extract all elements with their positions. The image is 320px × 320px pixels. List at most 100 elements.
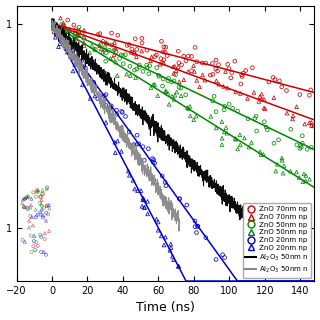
Point <box>189 68 194 73</box>
Point <box>44 204 49 209</box>
Point <box>113 45 118 51</box>
Point <box>165 78 171 84</box>
Point <box>224 131 229 136</box>
Point <box>51 18 56 23</box>
Point <box>300 140 305 146</box>
Point <box>132 187 137 192</box>
Point <box>222 255 227 260</box>
Point <box>297 175 302 180</box>
Point <box>87 50 92 55</box>
Point <box>32 233 37 238</box>
Point <box>140 40 145 45</box>
Point <box>44 203 49 208</box>
Point <box>39 198 44 203</box>
Point <box>297 146 302 151</box>
Point <box>300 179 306 184</box>
Point <box>291 113 296 118</box>
Point <box>132 50 137 55</box>
Point <box>167 248 172 253</box>
Point <box>229 70 234 75</box>
Point <box>273 169 278 174</box>
Point <box>264 124 269 130</box>
Point <box>161 57 166 62</box>
Point <box>214 125 219 131</box>
Point <box>28 213 33 219</box>
Point <box>210 98 215 103</box>
Point <box>181 77 186 82</box>
Point <box>154 65 159 70</box>
Point <box>192 219 197 224</box>
Point <box>301 171 307 176</box>
Legend: ZnO 70nm np, ZnO 70nm np, ZnO 50nm np, ZnO 50nm np, ZnO 20nm np, ZnO 20nm np, Al: ZnO 70nm np, ZnO 70nm np, ZnO 50nm np, Z… <box>243 204 311 277</box>
Point <box>25 205 30 210</box>
Point <box>124 71 129 76</box>
Point <box>242 135 247 140</box>
Point <box>151 82 156 87</box>
Point <box>61 23 66 28</box>
Point <box>39 207 44 212</box>
Point <box>284 88 289 93</box>
Point <box>224 125 229 130</box>
Point <box>29 250 34 255</box>
Point <box>216 62 221 67</box>
Point <box>83 65 88 70</box>
Point <box>95 32 100 37</box>
Point <box>41 249 46 254</box>
Point <box>305 147 310 152</box>
Point <box>288 127 293 132</box>
Point <box>249 140 254 145</box>
Point <box>280 158 285 163</box>
Point <box>112 40 117 45</box>
Point <box>44 185 50 190</box>
Point <box>294 142 300 148</box>
Point <box>28 205 33 210</box>
Point <box>99 46 104 52</box>
Point <box>112 52 117 57</box>
Point <box>161 60 166 66</box>
Point <box>77 28 82 33</box>
Point <box>26 194 31 199</box>
Point <box>29 196 34 201</box>
Point <box>212 94 217 99</box>
Point <box>189 54 194 59</box>
Point <box>150 156 155 161</box>
Point <box>58 15 63 20</box>
Point <box>47 206 52 211</box>
Point <box>124 43 130 48</box>
Point <box>66 43 71 48</box>
Point <box>135 142 140 147</box>
Point <box>176 64 181 69</box>
Point <box>71 56 76 61</box>
Point <box>137 65 142 70</box>
Point <box>254 128 259 133</box>
Point <box>114 108 119 113</box>
Point <box>192 224 197 229</box>
Point <box>163 88 168 93</box>
Point <box>119 52 124 57</box>
Point <box>33 207 38 212</box>
Point <box>139 188 144 193</box>
Point <box>307 120 312 125</box>
Point <box>200 60 205 65</box>
Point <box>157 74 162 79</box>
Point <box>100 50 105 55</box>
Point <box>127 64 132 69</box>
Point <box>115 33 120 38</box>
Point <box>113 49 118 54</box>
Point <box>46 203 52 208</box>
Point <box>109 43 115 48</box>
Point <box>163 235 168 240</box>
Point <box>22 196 27 201</box>
Point <box>74 27 79 32</box>
Point <box>221 107 227 112</box>
Point <box>98 42 103 47</box>
Point <box>172 64 177 69</box>
Point <box>276 137 281 142</box>
Point <box>51 24 56 29</box>
Point <box>170 254 175 259</box>
Point <box>309 123 314 128</box>
Point <box>176 60 181 65</box>
Point <box>59 22 64 27</box>
Point <box>233 136 238 141</box>
Point <box>107 48 112 53</box>
